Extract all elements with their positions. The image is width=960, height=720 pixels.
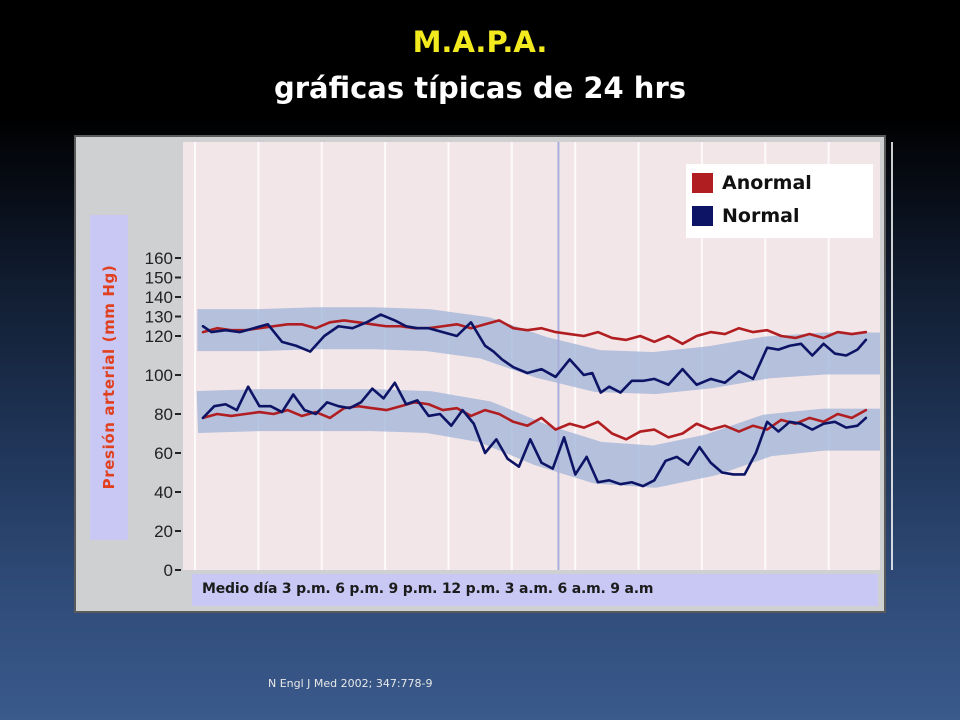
series-line-normal-diastolic — [201, 381, 868, 488]
legend — [686, 164, 873, 238]
band-diastolic-range — [196, 389, 880, 488]
y-tick-label-150: 150 — [145, 269, 173, 288]
y-tick-label-130: 130 — [145, 308, 173, 327]
legend-item-normal: Normal — [692, 205, 799, 227]
y-axis-label-box — [90, 215, 128, 540]
legend-label-normal: Normal — [722, 205, 800, 227]
legend-item-anormal: Anormal — [692, 172, 812, 194]
legend-swatch-normal — [692, 206, 713, 226]
slide-subtitle: gráficas típicas de 24 hrs — [273, 71, 687, 105]
y-axis-label: Presión arterial (mm Hg) — [100, 264, 118, 490]
y-tick-label-160: 160 — [145, 249, 173, 268]
y-tick-label-20: 20 — [154, 522, 173, 541]
y-tick-label-100: 100 — [145, 366, 173, 385]
y-tick-label-140: 140 — [145, 288, 173, 307]
y-tick-label-120: 120 — [145, 327, 173, 346]
series-line-normal-systolic — [201, 313, 868, 394]
series-line-anormal-systolic — [201, 319, 868, 346]
y-tick-label-60: 60 — [154, 444, 173, 463]
legend-label-anormal: Anormal — [722, 172, 812, 194]
x-axis-label-box — [192, 574, 878, 606]
y-tick-label-40: 40 — [154, 483, 173, 502]
slide-title: M.A.P.A. — [412, 25, 548, 59]
citation: N Engl J Med 2002; 347:778-9 — [268, 677, 433, 690]
y-tick-label-0: 0 — [164, 561, 173, 580]
y-tick-label-80: 80 — [154, 405, 173, 424]
legend-swatch-anormal — [692, 173, 713, 193]
x-axis-label: Medio día 3 p.m. 6 p.m. 9 p.m. 12 p.m. 3… — [202, 581, 654, 597]
